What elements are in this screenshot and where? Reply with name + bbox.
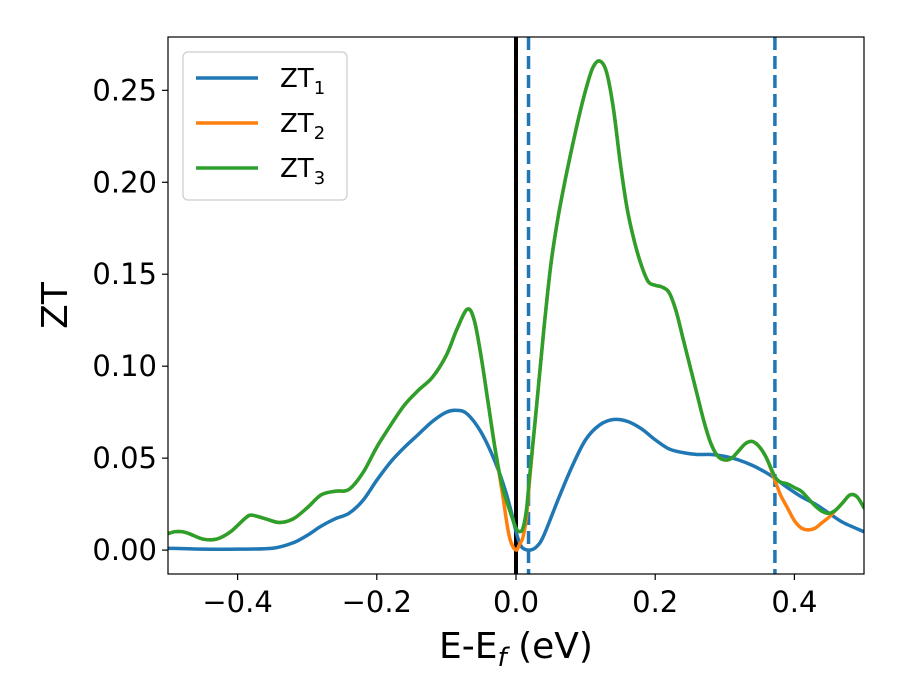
y-tick-label: 0.10 [92, 349, 157, 383]
x-tick-label: −0.2 [342, 585, 412, 619]
y-tick-label: 0.20 [92, 165, 157, 199]
y-tick-label: 0.15 [92, 257, 157, 291]
legend-box [182, 51, 348, 201]
x-tick-label: −0.4 [202, 585, 272, 619]
y-axis: 0.00 0.05 0.10 0.15 0.20 0.25 [92, 73, 168, 567]
legend-label-zt3: ZT3 [280, 154, 325, 189]
legend-label-zt1: ZT1 [280, 64, 325, 99]
series-line-zt1 [168, 408, 864, 552]
legend: ZT1 ZT2 ZT3 [182, 51, 348, 201]
y-tick-label: 0.00 [92, 533, 157, 567]
plot-area [167, 36, 865, 575]
x-tick-label: 0.4 [771, 585, 817, 619]
x-axis-label-main: E-E [439, 626, 497, 667]
x-axis-label: E-Ef (eV) [439, 626, 593, 673]
legend-label-zt2: ZT2 [280, 109, 325, 144]
y-tick-label: 0.05 [92, 441, 157, 475]
x-axis-label-unit: (eV) [507, 626, 593, 667]
x-axis: −0.4 −0.2 0.0 0.2 0.4 [202, 574, 817, 619]
plot-content [168, 37, 864, 574]
y-axis-label: ZT [35, 281, 76, 329]
series-line-zt3 [168, 59, 864, 542]
x-tick-label: 0.2 [632, 585, 678, 619]
x-tick-label: 0.0 [493, 585, 539, 619]
y-tick-label: 0.25 [92, 73, 157, 107]
